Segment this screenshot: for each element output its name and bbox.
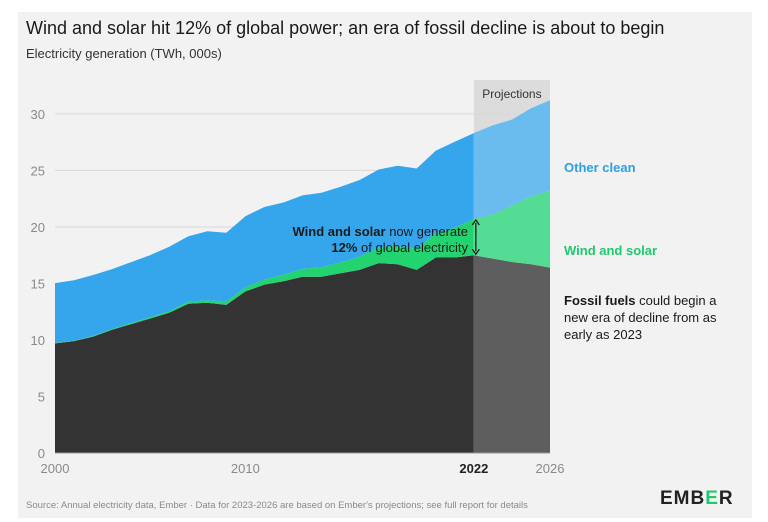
y-tick-label: 0	[38, 446, 45, 461]
chart-title: Wind and solar hit 12% of global power; …	[26, 18, 665, 38]
projection-label: Projections	[482, 87, 541, 101]
y-tick-label: 15	[31, 276, 45, 291]
chart-subtitle: Electricity generation (TWh, 000s)	[26, 46, 222, 61]
other-clean-label: Other clean	[564, 160, 636, 175]
wind-solar-label: Wind and solar	[564, 243, 658, 258]
ember-logo: EMBER	[660, 488, 734, 509]
wind-solar-area	[55, 219, 474, 344]
x-tick-label: 2010	[231, 461, 260, 476]
source-footer: Source: Annual electricity data, Ember ·…	[26, 500, 528, 511]
annotation-text-2: of global electricity	[357, 240, 468, 255]
fossil-note-bold: Fossil fuels	[564, 293, 636, 308]
other-clean-area	[55, 133, 474, 343]
y-tick-label: 10	[31, 333, 45, 348]
x-tick-label: 2000	[41, 461, 70, 476]
annotation-text-1: now generate	[385, 224, 468, 239]
annotation-bold-2: 12%	[331, 240, 358, 255]
fossil-fuels-projection-area	[473, 255, 550, 453]
fossil-fuels-area	[55, 255, 474, 453]
y-tick-label: 20	[31, 220, 45, 235]
other-clean-projection-area	[473, 100, 550, 219]
wind-solar-projection-area	[473, 190, 550, 268]
fossil-note-text: could begin a new era of decline from as…	[564, 293, 717, 342]
annotation-arrow-head-up	[471, 218, 480, 226]
y-tick-label: 25	[31, 163, 45, 178]
annotation-arrow-head-down	[471, 248, 480, 256]
x-tick-label: 2022	[459, 461, 488, 476]
x-tick-label: 2026	[536, 461, 565, 476]
annotation-bold-1: Wind and solar	[292, 224, 386, 239]
y-tick-label: 5	[38, 389, 45, 404]
wind-solar-annotation: Wind and solar now generate 12% of globa…	[250, 224, 468, 256]
y-tick-label: 30	[31, 107, 45, 122]
fossil-fuels-note: Fossil fuels could begin a new era of de…	[564, 292, 734, 343]
